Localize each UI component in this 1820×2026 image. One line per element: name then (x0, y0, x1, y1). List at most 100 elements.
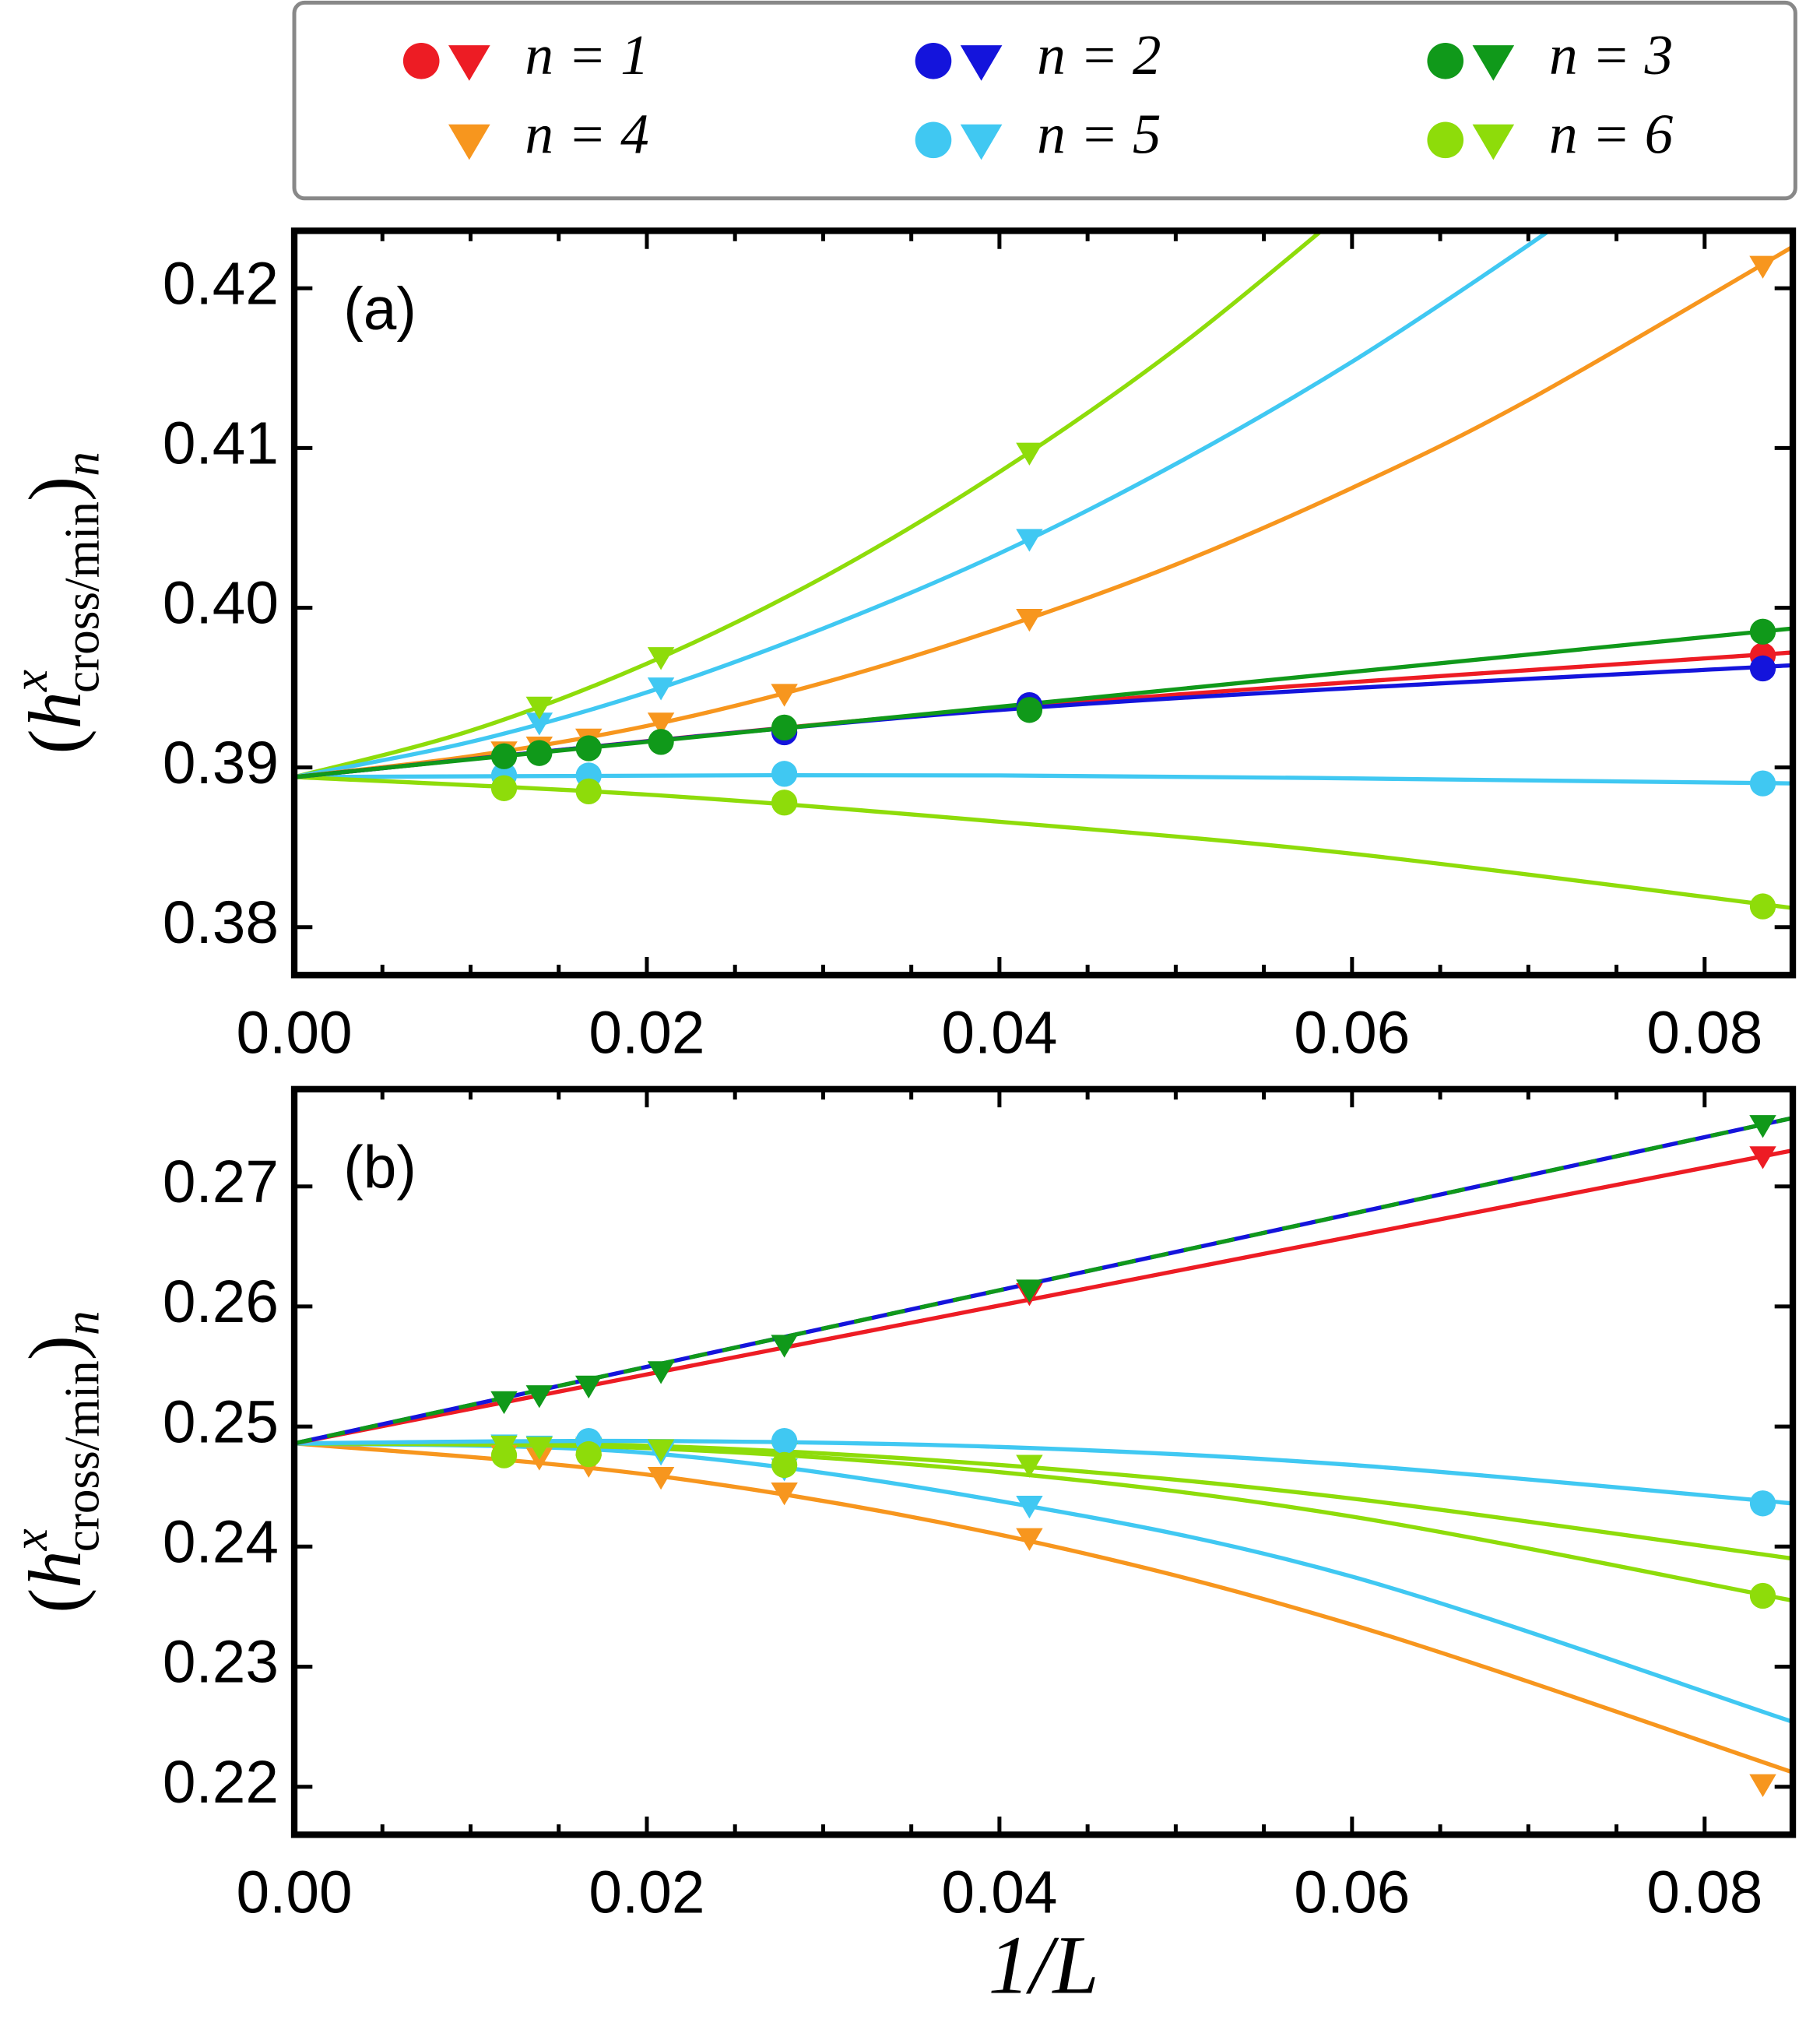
y-label-part: x (3, 1528, 58, 1551)
legend-marker (1427, 121, 1464, 159)
y-axis-label: (hxcross/min)n (3, 1310, 110, 1613)
fit-line (294, 1148, 1794, 1446)
point (771, 1335, 798, 1358)
point (1749, 893, 1776, 920)
y-label-part: n (55, 452, 110, 477)
legend-label: n = 1 (525, 23, 648, 86)
y-label-part: ) (13, 477, 97, 501)
point (490, 775, 518, 801)
y-label-part: x (3, 670, 58, 692)
fit-line (294, 663, 1794, 779)
y-tick-label: 0.23 (163, 1630, 279, 1696)
point (1749, 1582, 1776, 1609)
point (647, 1439, 675, 1462)
point (771, 714, 798, 741)
x-tick-label: 0.08 (1646, 1860, 1762, 1926)
point (490, 743, 518, 769)
point (525, 1385, 553, 1409)
x-tick-label: 0.00 (236, 1860, 352, 1926)
y-tick-label: 0.39 (163, 730, 279, 797)
point (1749, 1490, 1776, 1517)
point (647, 677, 675, 701)
point (575, 735, 602, 762)
plot-frame (290, 1085, 1797, 1838)
point (771, 1427, 798, 1454)
point (1749, 1774, 1776, 1797)
y-label-part: ( (13, 729, 97, 754)
y-label-part: cross/min (55, 1360, 110, 1552)
plot-area (294, 1115, 1794, 1797)
legend-marker (402, 42, 440, 79)
y-label-part: cross/min (55, 501, 110, 693)
point (771, 790, 798, 816)
fit-line (294, 230, 1325, 779)
x-tick-label: 0.02 (589, 1000, 704, 1066)
y-axis-label: (hxcross/min)n (3, 452, 110, 754)
y-tick-label: 0.22 (163, 1750, 279, 1816)
y-label-part: h (13, 1550, 97, 1588)
point (1016, 1279, 1043, 1303)
y-label-part: h (13, 691, 97, 729)
point (526, 740, 553, 766)
point (1749, 655, 1776, 682)
legend-marker (448, 45, 490, 81)
point (490, 1391, 518, 1415)
fit-line (294, 1441, 1794, 1724)
fit-line (294, 1116, 1794, 1446)
x-tick-label: 0.00 (236, 1000, 352, 1066)
legend-marker (960, 45, 1003, 81)
point (1016, 1454, 1043, 1478)
y-tick-label: 0.27 (163, 1149, 279, 1215)
y-label-part: ( (13, 1588, 97, 1613)
legend-marker (1472, 45, 1515, 81)
point (525, 1437, 553, 1460)
y-tick-label: 0.25 (163, 1389, 279, 1455)
point (575, 1440, 602, 1468)
x-tick-label: 0.06 (1294, 1000, 1410, 1066)
point (1016, 442, 1043, 466)
legend-marker (448, 124, 490, 160)
legend-marker (915, 42, 952, 79)
legend-label: n = 3 (1549, 23, 1673, 86)
fit-line (294, 230, 1553, 779)
point (574, 1375, 603, 1399)
y-label-part: n (55, 1310, 110, 1335)
point (525, 712, 553, 736)
fit-line (294, 626, 1794, 779)
point (1749, 618, 1776, 645)
point (525, 696, 553, 720)
legend-label: n = 4 (525, 103, 648, 166)
y-tick-label: 0.40 (163, 571, 279, 637)
legend-label: n = 6 (1549, 103, 1674, 166)
point (648, 729, 674, 755)
point (771, 761, 798, 787)
point (1016, 608, 1043, 632)
y-tick-label: 0.26 (163, 1269, 279, 1335)
point (1016, 697, 1043, 723)
point (1749, 1146, 1776, 1170)
x-tick-label: 0.06 (1294, 1860, 1410, 1926)
x-tick-label: 0.04 (941, 1860, 1057, 1926)
point (771, 1451, 798, 1479)
legend-marker (960, 124, 1003, 160)
panel-label: (b) (343, 1135, 416, 1201)
x-axis-label: 1/L (988, 1920, 1098, 2012)
legend-label: n = 5 (1037, 103, 1161, 166)
point (647, 1466, 675, 1490)
fit-line (294, 775, 1794, 910)
fit-line (294, 1441, 1794, 1775)
point (771, 684, 798, 707)
point (1016, 529, 1043, 552)
legend-label: n = 2 (1037, 23, 1161, 86)
legend-marker (915, 121, 952, 159)
plot-frame (290, 227, 1797, 979)
x-tick-label: 0.04 (941, 1000, 1057, 1066)
y-tick-label: 0.42 (163, 251, 279, 317)
x-tick-label: 0.02 (589, 1860, 704, 1926)
panel-label: (a) (343, 276, 416, 343)
y-tick-label: 0.41 (163, 411, 279, 477)
point (647, 647, 675, 670)
x-tick-label: 0.08 (1646, 1000, 1762, 1066)
legend-box (292, 0, 1797, 201)
